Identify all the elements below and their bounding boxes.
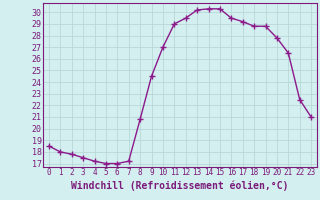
X-axis label: Windchill (Refroidissement éolien,°C): Windchill (Refroidissement éolien,°C): [71, 180, 289, 191]
